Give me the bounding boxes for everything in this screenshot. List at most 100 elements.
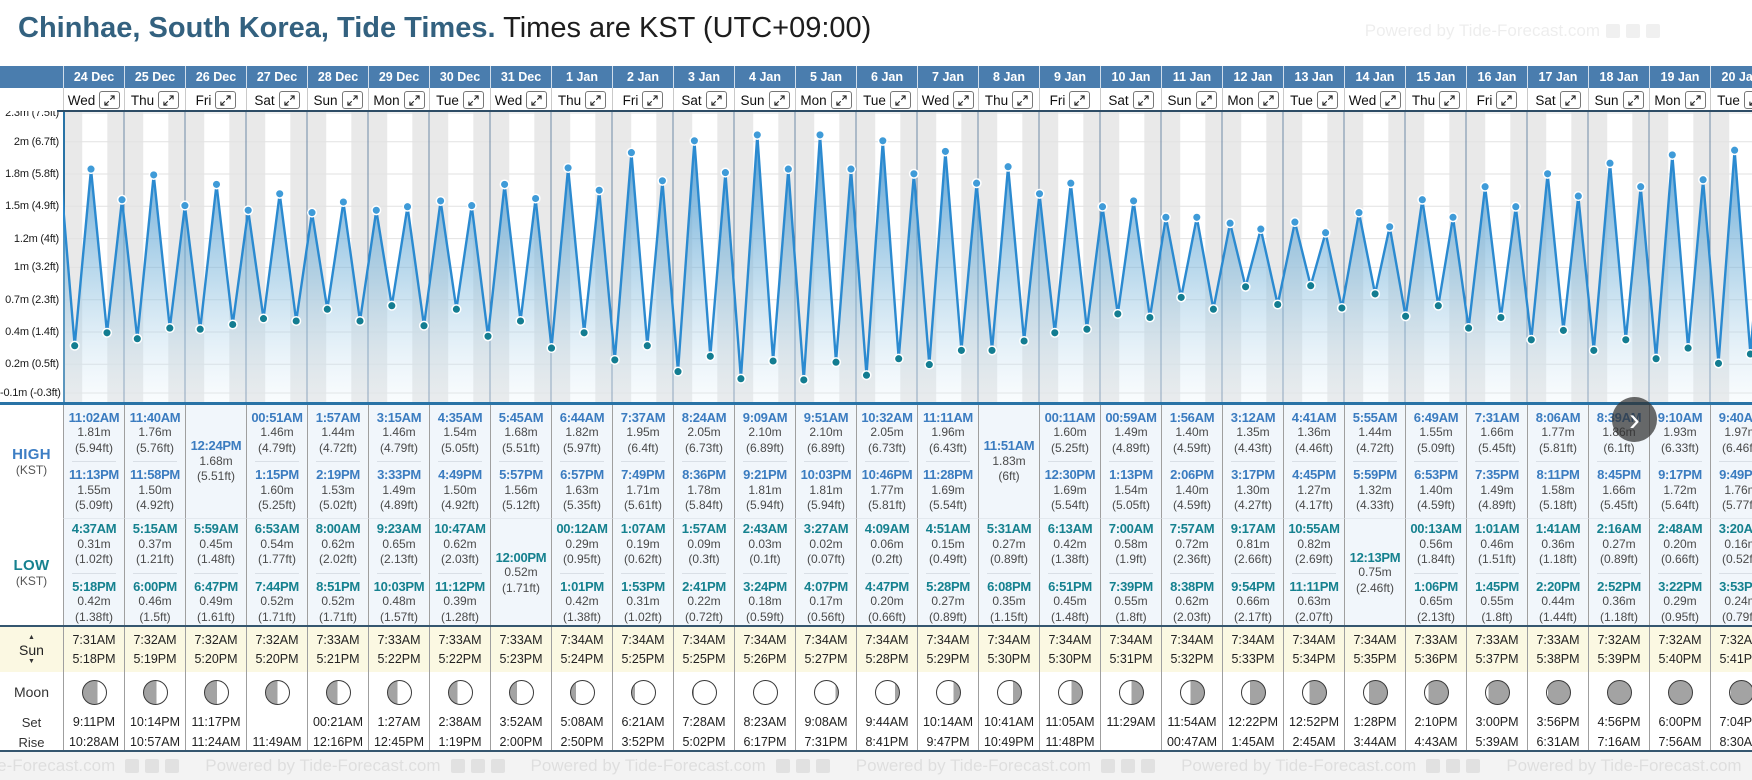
low-tide-height-ft: (1.61ft) (196, 609, 235, 624)
expand-day-button[interactable] (1380, 91, 1402, 109)
sunset-time: 5:31PM (1109, 651, 1153, 666)
low-tide-cell: 12:00PM 0.52m (1.71ft) (490, 518, 551, 627)
low-tide-height-m: 0.45m (199, 536, 233, 551)
low-tide-height-ft: (0.59ft) (745, 609, 784, 624)
expand-day-button[interactable] (403, 91, 425, 109)
expand-day-button[interactable] (526, 91, 548, 109)
expand-day-button[interactable] (158, 91, 180, 109)
low-tide-time: 3:24PM (743, 578, 787, 594)
expand-day-button[interactable] (1316, 91, 1338, 109)
tide-entry-divider (1414, 572, 1458, 574)
sun-times-cell: 7:34AM 5:31PM (1100, 627, 1161, 672)
expand-day-button[interactable] (585, 91, 607, 109)
expand-day-button[interactable] (1257, 91, 1279, 109)
high-tide-entry: 6:57PM 1.63m (5.35ft) (560, 467, 604, 514)
day-column: 16 Jan Fri 7:31AM 1.66m (5.45ft) 7:35PM 1.49m(… (1466, 66, 1527, 752)
low-tide-height-ft: (1.71ft) (257, 609, 296, 624)
low-tide-time: 12:13PM (1349, 549, 1401, 565)
high-tide-height-ft: (4.79ft) (379, 440, 418, 455)
low-tide-height-m: 0.62m (321, 536, 355, 551)
expand-day-button[interactable] (830, 91, 852, 109)
sun-times-cell: 7:32AM 5:40PM (1649, 627, 1710, 672)
expand-day-button[interactable] (99, 91, 121, 109)
sunset-time: 5:22PM (438, 651, 482, 666)
weekday-label: Tue (863, 92, 886, 108)
expand-day-button[interactable] (278, 91, 300, 109)
expand-day-button[interactable] (705, 91, 727, 109)
low-tide-entry: 6:08PM 0.35m (1.15ft) (987, 579, 1031, 626)
expand-day-button[interactable] (1069, 91, 1091, 109)
high-tide-height-m: 1.77m (870, 482, 904, 497)
expand-day-button[interactable] (889, 91, 911, 109)
expand-day-button[interactable] (1439, 91, 1461, 109)
kst-label: (KST) (15, 574, 48, 588)
moonset-time: 9:08AM (804, 715, 848, 729)
high-tide-entry: 1:15PM 1.60m (5.25ft) (255, 467, 299, 514)
expand-day-button[interactable] (768, 91, 790, 109)
high-tide-height-ft: (6.73ft) (684, 440, 723, 455)
expand-day-button[interactable] (1622, 91, 1644, 109)
high-tide-height-ft: (6.4ft) (627, 440, 659, 455)
moon-phase-cell (185, 672, 246, 712)
chart-area-cell (1588, 112, 1649, 405)
moonrise-time (1129, 732, 1132, 752)
low-tide-height-ft: (2.13ft) (379, 552, 418, 566)
expand-day-button[interactable] (341, 91, 363, 109)
expand-day-button[interactable] (1743, 91, 1752, 109)
low-tide-height-ft: (1.38ft) (1050, 552, 1089, 566)
chart-area-cell (795, 112, 856, 405)
low-tide-height-m: 0.09m (687, 536, 721, 551)
moon-phase-cell (1283, 672, 1344, 712)
low-tide-time: 6:51PM (1048, 578, 1092, 594)
sun-times-cell: 7:34AM 5:27PM (795, 627, 856, 672)
expand-day-button[interactable] (462, 91, 484, 109)
low-tide-height-m: 0.06m (870, 536, 904, 551)
high-tide-cell: 9:09AM 2.10m (6.89ft) 9:21PM 1.81m (5.94ft) (734, 405, 795, 518)
low-tide-height-m: 0.62m (443, 536, 477, 551)
moon-phase-cell (1466, 672, 1527, 712)
low-tide-height-ft: (1.8ft) (1481, 609, 1513, 624)
high-tide-height-ft: (5.97ft) (562, 440, 601, 455)
expand-day-button[interactable] (215, 91, 237, 109)
scroll-next-button[interactable]: › (1612, 397, 1657, 442)
low-tide-height-ft: (1.71ft) (318, 609, 357, 624)
tide-curve (58, 112, 1752, 405)
low-tide-cell: 2:16AM 0.27m (0.89ft) 2:52PM 0.36m (1.18ft) (1588, 518, 1649, 627)
low-tide-entry: 6:47PM 0.49m (1.61ft) (194, 579, 238, 626)
day-column: 24 Dec Wed 11:02AM 1.81m (5.94ft) 11:13PM 1.55… (63, 66, 124, 752)
low-tide-height-ft: (1.18ft) (1538, 552, 1577, 566)
sunrise-time: 7:32AM (133, 632, 177, 647)
moon-set-rise-cell: 10:14PM 10:57AM (124, 712, 185, 752)
moon-phase-icon (1240, 679, 1266, 705)
high-tide-height-ft: (5.05ft) (440, 440, 479, 455)
chart-area-cell (1649, 112, 1710, 405)
day-column: 11 Jan Sun 1:56AM 1.40m (4.59ft) 2:06PM 1.40m(… (1161, 66, 1222, 752)
expand-day-button[interactable] (1684, 91, 1706, 109)
high-tide-height-m: 1.40m (1419, 482, 1453, 497)
expand-day-button[interactable] (1132, 91, 1154, 109)
weekday-cell: Mon (1222, 88, 1283, 112)
expand-day-button[interactable] (1559, 91, 1581, 109)
moon-phase-cell (612, 672, 673, 712)
expand-day-button[interactable] (1012, 91, 1034, 109)
sunset-time: 5:20PM (255, 651, 299, 666)
low-tide-height-m: 0.72m (1175, 536, 1209, 551)
chart-area-cell (1405, 112, 1466, 405)
expand-day-button[interactable] (953, 91, 975, 109)
high-tide-height-m: 1.44m (1358, 425, 1392, 439)
high-tide-time: 5:57PM (499, 467, 543, 482)
chart-area-cell (368, 112, 429, 405)
low-tide-entry: 2:52PM 0.36m (1.18ft) (1597, 579, 1641, 626)
expand-day-button[interactable] (642, 91, 664, 109)
tide-entry-divider (926, 461, 970, 462)
expand-day-button[interactable] (1195, 91, 1217, 109)
moon-phase-cell (1405, 672, 1466, 712)
day-column: 3 Jan Sat 8:24AM 2.05m (6.73ft) 8:36PM 1.78m (5… (673, 66, 734, 752)
expand-day-button[interactable] (1496, 91, 1518, 109)
moon-phase-cell (1527, 672, 1588, 712)
low-tide-entry: 10:03PM 0.48m (1.57ft) (374, 579, 425, 626)
sun-times-cell: 7:34AM 5:33PM (1222, 627, 1283, 672)
low-tide-entry: 9:54PM 0.66m (2.17ft) (1231, 579, 1275, 626)
high-tide-time: 4:45PM (1292, 467, 1336, 482)
low-tide-height-ft: (2.66ft) (1233, 552, 1272, 566)
